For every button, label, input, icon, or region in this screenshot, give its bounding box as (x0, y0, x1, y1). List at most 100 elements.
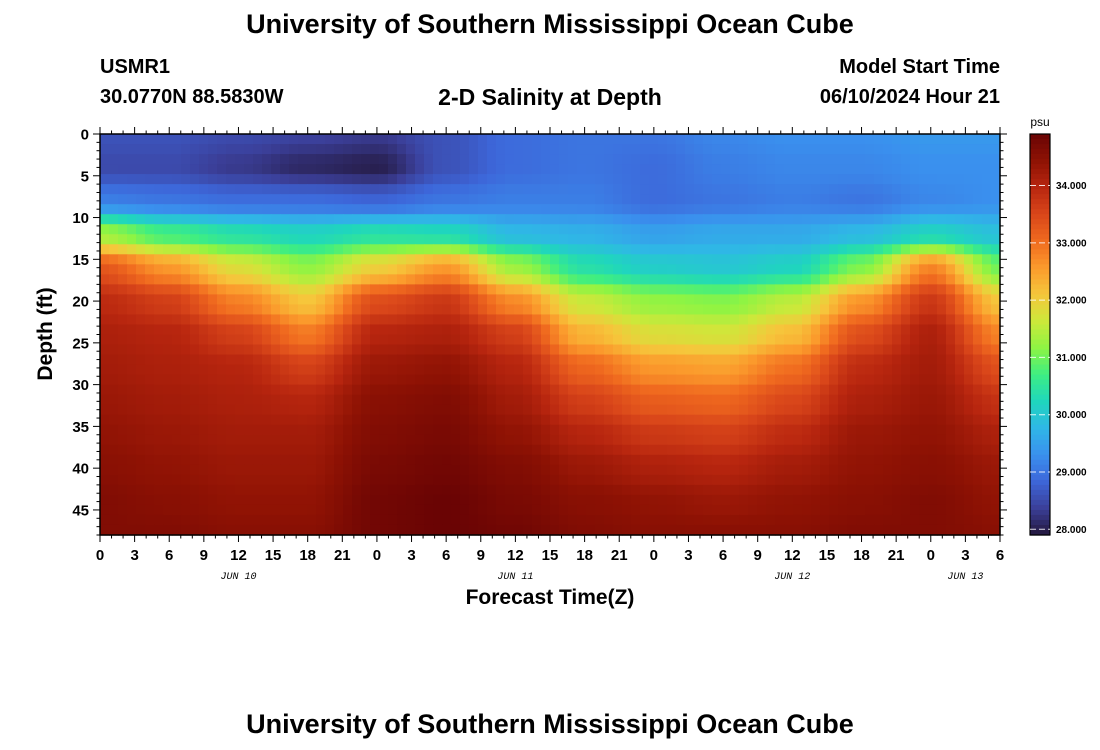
heatmap-cell (829, 514, 839, 526)
heatmap-cell (721, 494, 731, 506)
heatmap-cell (532, 214, 542, 225)
heatmap-cell (946, 434, 956, 446)
heatmap-cell (721, 524, 731, 536)
heatmap-cell (991, 214, 1001, 225)
heatmap-cell (289, 274, 299, 285)
heatmap-cell (784, 494, 794, 506)
heatmap-cell (343, 504, 353, 516)
heatmap-cell (757, 404, 767, 416)
heatmap-cell (820, 204, 830, 215)
heatmap-cell (766, 184, 776, 195)
heatmap-cell (730, 424, 740, 436)
heatmap-cell (145, 504, 155, 516)
heatmap-cell (973, 444, 983, 456)
heatmap-cell (928, 294, 938, 306)
heatmap-cell (577, 394, 587, 406)
heatmap-cell (172, 314, 182, 326)
heatmap-cell (811, 424, 821, 436)
heatmap-cell (667, 324, 677, 336)
heatmap-cell (730, 164, 740, 175)
heatmap-cell (523, 334, 533, 346)
heatmap-cell (883, 304, 893, 316)
heatmap-cell (955, 164, 965, 175)
heatmap-cell (631, 454, 641, 466)
heatmap-cell (424, 214, 434, 225)
heatmap-cell (361, 304, 371, 316)
heatmap-cell (352, 284, 362, 296)
heatmap-cell (172, 454, 182, 466)
heatmap-cell (586, 234, 596, 245)
heatmap-cell (667, 364, 677, 376)
heatmap-cell (289, 194, 299, 205)
heatmap-cell (883, 194, 893, 205)
heatmap-cell (703, 524, 713, 536)
heatmap-cell (334, 454, 344, 466)
heatmap-cell (604, 194, 614, 205)
heatmap-cell (820, 324, 830, 336)
heatmap-cell (181, 254, 191, 265)
heatmap-cell (622, 154, 632, 165)
heatmap-cell (973, 214, 983, 225)
heatmap-cell (307, 174, 317, 185)
heatmap-cell (262, 464, 272, 476)
heatmap-cell (604, 514, 614, 526)
heatmap-cell (298, 194, 308, 205)
heatmap-cell (982, 194, 992, 205)
heatmap-cell (190, 334, 200, 346)
heatmap-cell (199, 194, 209, 205)
heatmap-cell (820, 304, 830, 316)
x-axis-label: Forecast Time(Z) (466, 586, 635, 609)
heatmap-cell (163, 324, 173, 336)
heatmap-cell (901, 444, 911, 456)
heatmap-cell (325, 134, 335, 145)
heatmap-cell (325, 194, 335, 205)
heatmap-cell (604, 474, 614, 486)
heatmap-cell (199, 404, 209, 416)
heatmap-cell (892, 354, 902, 366)
heatmap-cell (460, 314, 470, 326)
heatmap-cell (595, 284, 605, 296)
heatmap-cell (550, 454, 560, 466)
heatmap-cell (613, 264, 623, 275)
heatmap-cell (586, 254, 596, 265)
heatmap-cell (433, 194, 443, 205)
heatmap-cell (334, 314, 344, 326)
heatmap-cell (334, 224, 344, 235)
heatmap-cell (712, 254, 722, 265)
heatmap-cell (145, 384, 155, 396)
heatmap-cell (622, 424, 632, 436)
heatmap-cell (667, 294, 677, 306)
heatmap-cell (118, 154, 128, 165)
heatmap-cell (244, 164, 254, 175)
heatmap-cell (217, 134, 227, 145)
heatmap-cell (253, 454, 263, 466)
heatmap-cell (676, 504, 686, 516)
heatmap-cell (847, 234, 857, 245)
heatmap-cell (856, 204, 866, 215)
heatmap-cell (172, 264, 182, 275)
heatmap-cell (505, 474, 515, 486)
heatmap-cell (604, 244, 614, 255)
heatmap-cell (577, 244, 587, 255)
heatmap-cell (415, 444, 425, 456)
heatmap-cell (937, 134, 947, 145)
heatmap-cell (379, 454, 389, 466)
heatmap-cell (838, 164, 848, 175)
heatmap-cell (802, 244, 812, 255)
heatmap-cell (361, 444, 371, 456)
heatmap-cell (505, 394, 515, 406)
heatmap-cell (541, 374, 551, 386)
heatmap-cell (415, 254, 425, 265)
heatmap-cell (118, 324, 128, 336)
heatmap-cell (775, 254, 785, 265)
heatmap-cell (631, 394, 641, 406)
heatmap-cell (604, 504, 614, 516)
heatmap-cell (244, 464, 254, 476)
heatmap-cell (640, 464, 650, 476)
heatmap-cell (352, 474, 362, 486)
heatmap-cell (136, 174, 146, 185)
heatmap-cell (640, 434, 650, 446)
heatmap-cell (433, 344, 443, 356)
heatmap-cell (802, 174, 812, 185)
